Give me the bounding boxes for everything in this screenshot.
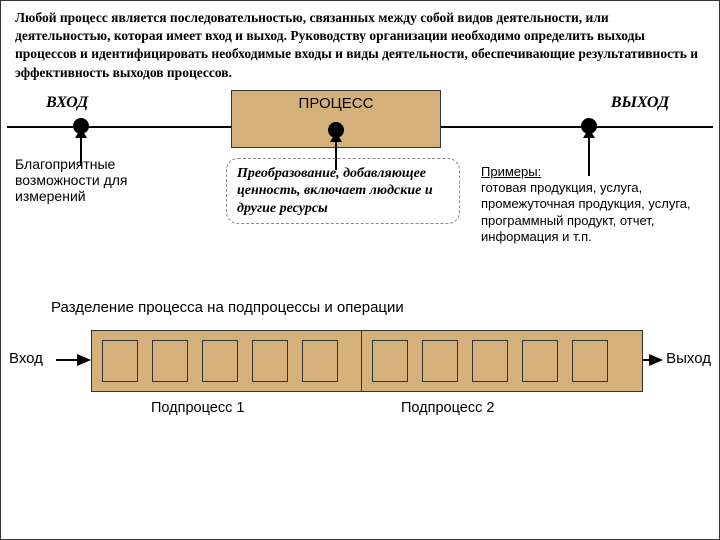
operation-box [202,340,238,382]
input-label: ВХОД [46,94,88,112]
operation-box [472,340,508,382]
subprocess-1-container [91,330,373,392]
top-diagram: ВХОД ВЫХОД ПРОЦЕСС Благоприятные возможн… [1,86,719,316]
operation-box [522,340,558,382]
output-label: ВЫХОД [611,94,669,112]
subprocess-2-container [361,330,643,392]
caption-right: Примеры: готовая продукция, услуга, пром… [481,164,706,245]
operation-box [252,340,288,382]
operation-box [372,340,408,382]
diagram-container: Любой процесс является последовательност… [0,0,720,540]
operation-box [152,340,188,382]
operation-box [302,340,338,382]
caption-left: Благоприятные возможности для измерений [15,156,175,204]
subprocess-2-label: Подпроцесс 2 [401,400,494,416]
division-subtitle: Разделение процесса на подпроцессы и опе… [51,299,404,316]
caption-center: Преобразование, добавляющее ценность, вк… [226,158,460,225]
caption-right-title: Примеры: [481,164,541,179]
bottom-diagram: Вход Выход [1,326,719,456]
header-paragraph: Любой процесс является последовательност… [1,1,719,86]
subprocess-1-label: Подпроцесс 1 [151,400,244,416]
operation-box [572,340,608,382]
operation-box [102,340,138,382]
process-label: ПРОЦЕСС [299,95,374,112]
caption-right-body: готовая продукция, услуга, промежуточная… [481,180,691,244]
operation-box [422,340,458,382]
